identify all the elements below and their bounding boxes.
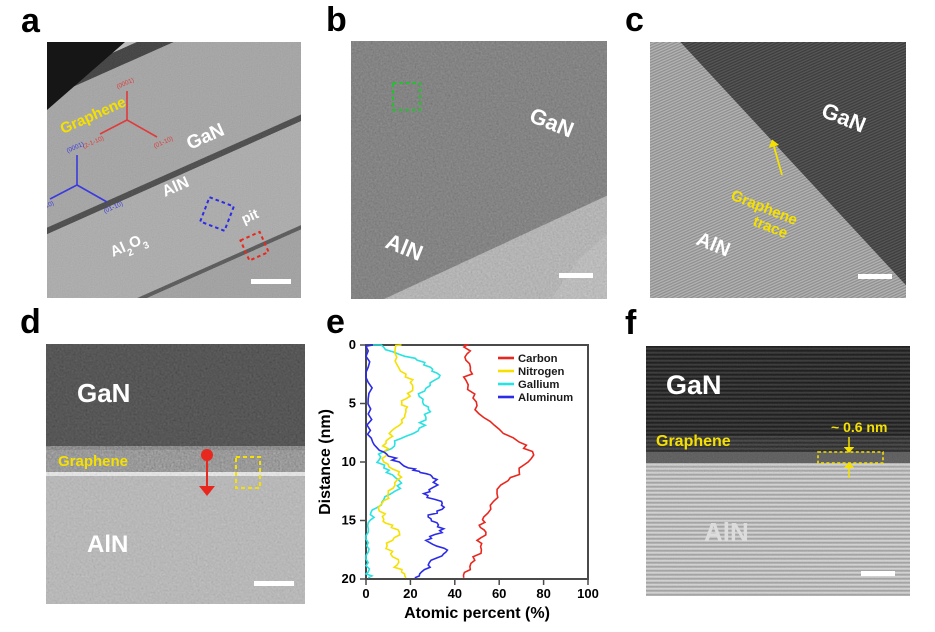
svg-text:15: 15 (342, 513, 356, 528)
svg-text:Aluminum: Aluminum (518, 392, 573, 404)
svg-text:Distance (nm): Distance (nm) (317, 409, 334, 515)
svg-text:80: 80 (536, 586, 550, 601)
svg-text:20: 20 (342, 571, 356, 586)
svg-text:Graphene: Graphene (656, 433, 731, 450)
svg-text:0: 0 (362, 586, 369, 601)
svg-text:5: 5 (349, 396, 356, 411)
svg-text:0: 0 (349, 337, 356, 352)
svg-text:Carbon: Carbon (518, 353, 558, 365)
svg-text:Graphene: Graphene (58, 453, 128, 470)
svg-text:Nitrogen: Nitrogen (518, 366, 565, 378)
svg-text:20: 20 (403, 586, 417, 601)
svg-text:100: 100 (577, 586, 599, 601)
svg-text:Atomic percent (%): Atomic percent (%) (404, 605, 550, 622)
svg-text:40: 40 (448, 586, 462, 601)
svg-text:Gallium: Gallium (518, 379, 559, 391)
svg-text:AlN: AlN (87, 531, 128, 558)
svg-text:GaN: GaN (77, 378, 130, 408)
svg-text:~ 0.6 nm: ~ 0.6 nm (831, 419, 887, 435)
svg-text:AlN: AlN (704, 517, 749, 547)
svg-text:10: 10 (342, 454, 356, 469)
svg-text:GaN: GaN (666, 370, 722, 400)
svg-text:60: 60 (492, 586, 506, 601)
